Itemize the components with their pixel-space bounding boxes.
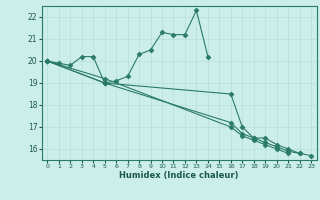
X-axis label: Humidex (Indice chaleur): Humidex (Indice chaleur) <box>119 171 239 180</box>
